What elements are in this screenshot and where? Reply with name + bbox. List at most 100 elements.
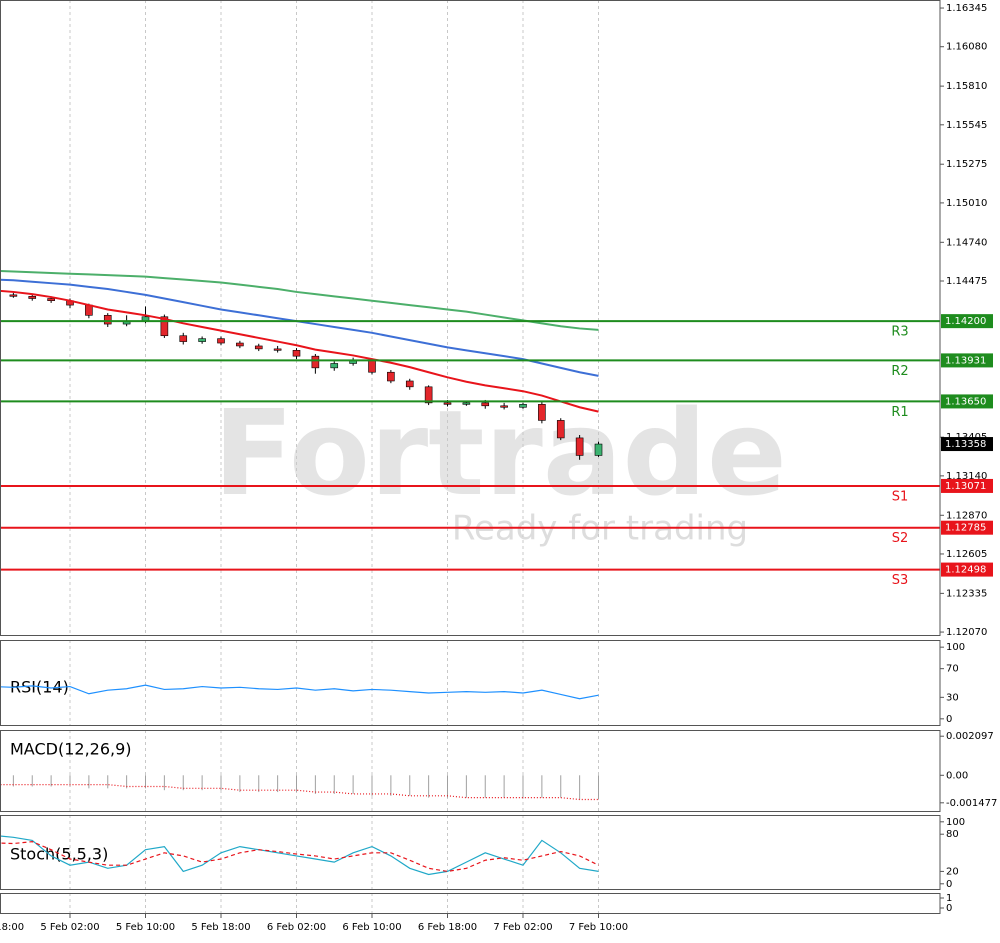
last-price-box — [941, 437, 993, 452]
candle-body — [103, 314, 112, 325]
level-name: S1 — [892, 489, 909, 504]
candle-body — [481, 402, 490, 407]
candle-body — [405, 380, 414, 388]
histogram-bar — [220, 775, 222, 791]
candle-body — [311, 355, 320, 369]
histogram-bar — [579, 775, 581, 800]
candle-body — [236, 342, 244, 347]
candle-body — [387, 371, 395, 382]
y-tick-label: -0.001477 — [946, 798, 997, 809]
level-price-label: 1.13071 — [945, 481, 986, 492]
indicator-title: Stoch(5,5,3) — [10, 845, 108, 864]
y-tick-label: 1.12335 — [946, 588, 987, 599]
histogram-bar — [163, 775, 165, 791]
level-name: S3 — [892, 573, 909, 588]
x-tick-label: 6 Feb 02:00 — [267, 922, 326, 933]
histogram-bar — [277, 775, 279, 793]
y-tick-label: 30 — [946, 692, 959, 703]
histogram-bar — [182, 775, 184, 791]
y-tick-label: 80 — [946, 829, 959, 840]
x-tick-label: 6 Feb 10:00 — [342, 922, 401, 933]
watermark-brand: Fortrade — [213, 384, 787, 522]
level-price-box — [941, 394, 993, 409]
y-tick-label: 1.15545 — [946, 120, 987, 131]
histogram-bar — [503, 775, 505, 798]
level-name: S2 — [892, 531, 909, 546]
level-price-label: 1.13931 — [945, 355, 986, 366]
histogram-bar — [69, 775, 71, 787]
candle-body — [519, 404, 527, 408]
level-name: R2 — [891, 364, 908, 379]
candle-body — [443, 402, 452, 405]
histogram-bar — [88, 775, 90, 789]
level-price-label: 1.12785 — [945, 523, 986, 534]
panel-frame — [0, 0, 941, 636]
y-tick-label: 0 — [946, 903, 952, 914]
panel-frame — [0, 815, 941, 890]
candle-body — [28, 296, 37, 299]
y-tick-label: 100 — [946, 817, 965, 828]
level-name: R1 — [891, 405, 908, 420]
x-tick-label: 5 Feb 18:00 — [191, 922, 250, 933]
candle-body — [254, 345, 263, 350]
panel-frame — [0, 893, 941, 914]
level-price-label: 1.12498 — [945, 565, 986, 576]
x-tick-label: 5 Feb 10:00 — [116, 922, 175, 933]
histogram-bar — [560, 775, 562, 798]
candle-body — [500, 405, 508, 408]
x-tick-label: 6 Feb 18:00 — [418, 922, 477, 933]
y-tick-label: 1.14475 — [946, 276, 987, 287]
panel-frame — [0, 640, 941, 726]
histogram-bar — [31, 775, 33, 787]
x-tick-label: 5 Feb 02:00 — [40, 922, 99, 933]
candle-body — [368, 360, 376, 373]
series-line — [0, 289, 599, 413]
indicator-title: MACD(12,26,9) — [10, 740, 132, 759]
candle-body — [330, 363, 339, 369]
y-tick-label: 100 — [946, 642, 965, 653]
level-price-box — [941, 353, 993, 368]
histogram-bar — [447, 775, 448, 798]
x-tick-label: 7 Feb 02:00 — [493, 922, 552, 933]
candle-body — [556, 420, 565, 439]
y-tick-label: 1.16345 — [946, 3, 987, 14]
x-tick-label: 7 Feb 10:00 — [569, 922, 628, 933]
histogram-bar — [258, 775, 260, 793]
series-line — [0, 841, 599, 873]
y-tick-label: 0.00 — [946, 770, 968, 781]
candle-body — [47, 298, 55, 302]
candle-body — [575, 437, 584, 456]
level-price-box — [941, 478, 993, 493]
level-name: R3 — [891, 325, 908, 340]
histogram-bar — [465, 775, 467, 798]
level-price-label: 1.14200 — [945, 316, 986, 327]
histogram-bar — [239, 775, 241, 793]
y-tick-label: 70 — [946, 664, 959, 675]
candle-body — [179, 335, 188, 342]
candle-body — [9, 294, 18, 297]
last-price-label: 1.13358 — [945, 439, 986, 450]
histogram-bar — [541, 775, 543, 798]
histogram-bar — [50, 775, 52, 787]
histogram-bar — [107, 775, 109, 789]
histogram-bar — [598, 775, 599, 800]
histogram-bar — [314, 775, 316, 794]
histogram-bar — [484, 775, 486, 798]
level-price-box — [941, 520, 993, 535]
y-tick-label: 0 — [946, 714, 952, 725]
level-price-box — [941, 314, 993, 329]
candle-body — [198, 338, 206, 342]
candle-body — [273, 348, 282, 351]
histogram-bar — [522, 775, 524, 798]
candle-body — [424, 386, 433, 404]
y-tick-label: 1 — [946, 893, 952, 904]
series-line — [0, 269, 599, 331]
panel-frame — [0, 730, 941, 812]
histogram-bar — [145, 775, 146, 789]
candle-body — [217, 338, 225, 344]
candle-body — [594, 443, 603, 456]
y-tick-label: 1.15010 — [946, 198, 987, 209]
histogram-bar — [428, 775, 430, 798]
series-line — [0, 684, 599, 700]
